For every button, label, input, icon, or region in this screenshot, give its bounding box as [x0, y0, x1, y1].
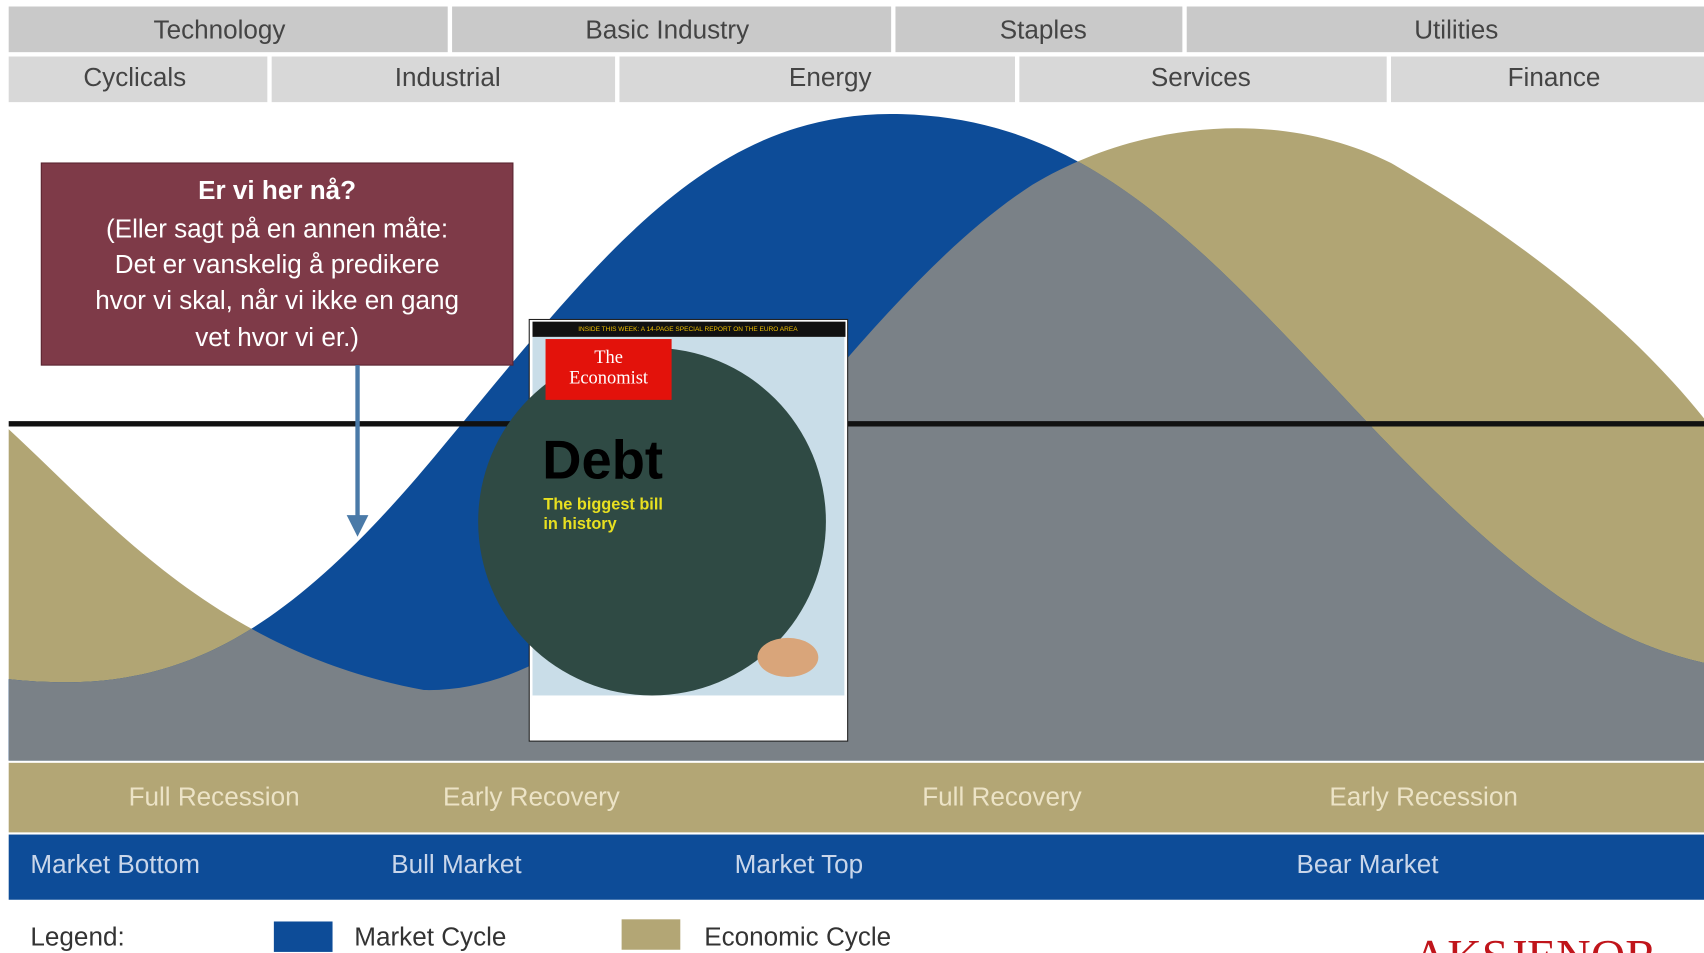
market-phase: Market Top: [735, 849, 864, 879]
cell: [1019, 56, 1387, 103]
market-band: [8, 834, 1704, 900]
cover-banner-text: INSIDE THIS WEEK: A 14-PAGE SPECIAL REPO…: [578, 326, 798, 333]
sector: Cyclicals: [83, 62, 186, 92]
callout-line: (Eller sagt på en annen måte:: [106, 213, 448, 243]
callout-title: Er vi her nå?: [198, 175, 356, 205]
economic-phase: Full Recession: [129, 782, 300, 812]
cell: [452, 6, 892, 53]
callout-line: hvor vi skal, når vi ikke en gang: [95, 285, 459, 315]
callout-line: vet hvor vi er.): [195, 322, 359, 352]
legend-item: Market Cycle: [354, 922, 506, 952]
sector: Energy: [789, 62, 872, 92]
sector: Services: [1151, 62, 1251, 92]
baby: [757, 637, 819, 677]
cover-subhead: The biggest bill: [543, 496, 663, 514]
masthead: The: [594, 347, 623, 367]
cover-banner: [532, 321, 846, 337]
cell: [895, 6, 1183, 53]
brand: AKSJENOR: [1413, 931, 1657, 953]
sector: Staples: [1000, 14, 1087, 44]
legend-swatch: [273, 921, 333, 952]
sector-row-top: [8, 6, 1704, 53]
cell: [8, 56, 268, 103]
sector: Utilities: [1414, 14, 1498, 44]
economic-band: [8, 762, 1704, 833]
sector: Finance: [1508, 62, 1601, 92]
cell: [8, 6, 448, 53]
market-phase: Bull Market: [391, 849, 522, 879]
cell: [1391, 56, 1704, 103]
sector: Basic Industry: [585, 14, 749, 44]
magazine-cover: INSIDE THIS WEEK: A 14-PAGE SPECIAL REPO…: [478, 318, 849, 742]
sector: Industrial: [395, 62, 501, 92]
cell: [619, 56, 1016, 103]
masthead-box: [545, 339, 672, 400]
callout-box: [40, 162, 514, 366]
debt-ball: [478, 347, 826, 696]
cell: [271, 56, 616, 103]
callout-line: Det er vanskelig å predikere: [115, 249, 440, 279]
masthead: Economist: [569, 367, 649, 387]
market-phase: Bear Market: [1296, 849, 1439, 879]
sector: Technology: [154, 14, 286, 44]
legend-label: Legend:: [30, 922, 124, 952]
arrow-head: [346, 515, 369, 537]
cover-headline: Debt: [542, 429, 663, 490]
economic-phase: Early Recession: [1329, 782, 1517, 812]
legend-item: Economic Cycle: [704, 922, 891, 952]
economic-phase: Early Recovery: [443, 782, 620, 812]
legend-swatch: [621, 919, 681, 950]
cell: [1186, 6, 1704, 53]
market-phase: Market Bottom: [30, 849, 200, 879]
sector-row-bottom: [8, 56, 1704, 103]
cover-subhead: in history: [543, 515, 616, 533]
economic-phase: Full Recovery: [922, 782, 1081, 812]
